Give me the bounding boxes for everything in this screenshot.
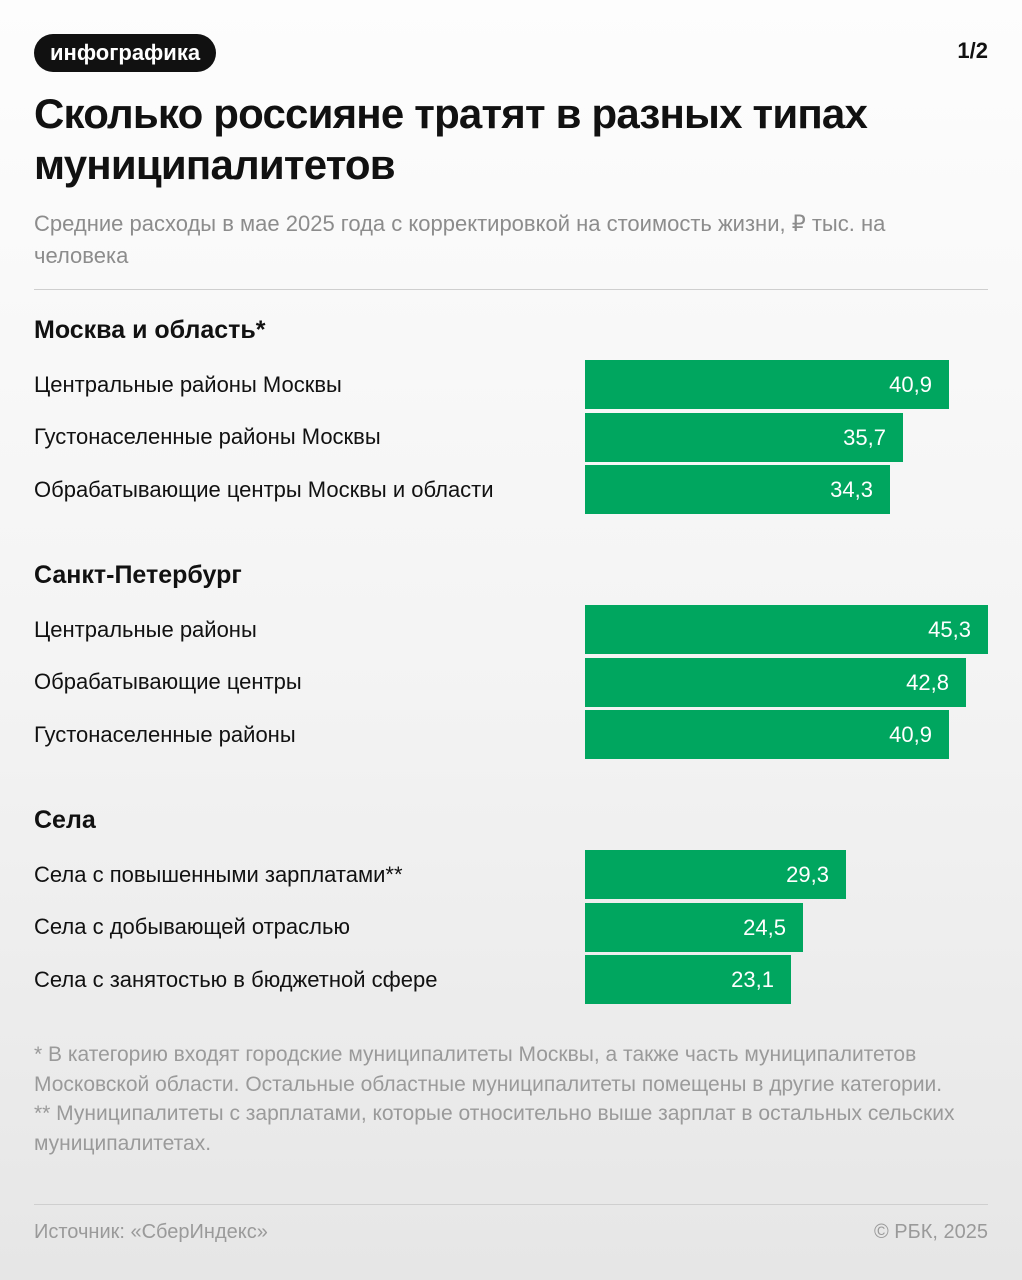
footnote-1: * В категорию входят городские муниципал…	[34, 1043, 943, 1096]
bar	[585, 360, 949, 409]
bar	[585, 850, 846, 899]
category-label: Густонаселенные районы	[34, 721, 296, 747]
bar-value-label: 24,5	[743, 914, 786, 940]
bar-value-label: 34,3	[830, 477, 873, 503]
bar-value-label: 45,3	[928, 617, 971, 642]
bar-value-label: 40,9	[889, 722, 932, 748]
bar	[585, 605, 988, 654]
category-label: Обрабатывающие центры Москвы и области	[34, 476, 494, 502]
bar-value-label: 42,8	[906, 669, 949, 695]
bar-value-label: 40,9	[889, 372, 932, 397]
bar-value-label: 23,1	[731, 967, 774, 993]
bar-value-label: 35,7	[843, 424, 886, 450]
bar	[585, 955, 791, 1005]
bar	[585, 710, 949, 760]
page-counter: 1/2	[957, 38, 988, 63]
category-label: Центральные районы	[34, 616, 257, 642]
footnote-2: ** Муниципалитеты с зарплатами, которые …	[34, 1102, 955, 1155]
category-label: Густонаселенные районы Москвы	[34, 424, 381, 450]
bar-value-label: 29,3	[786, 862, 829, 887]
bar	[585, 657, 966, 707]
bar	[585, 465, 890, 515]
infographic-badge: инфографика	[34, 34, 217, 72]
category-label: Села с занятостью в бюджетной сфере	[34, 966, 438, 992]
category-label: Села с добывающей отраслью	[34, 914, 350, 940]
divider-top	[34, 289, 988, 290]
bar	[585, 902, 803, 952]
chart-title: Сколько россияне тратят в разных типах м…	[34, 90, 868, 188]
copyright-text: © РБК, 2025	[873, 1221, 988, 1243]
group-title: Москва и область*	[34, 316, 266, 344]
bar	[585, 412, 903, 462]
category-label: Обрабатывающие центры	[34, 669, 302, 695]
chart-subtitle: Средние расходы в мае 2025 года с коррек…	[34, 211, 886, 268]
group-title: Санкт-Петербург	[34, 561, 242, 589]
source-text: Источник: «СберИндекс»	[34, 1221, 268, 1243]
group-title: Села	[34, 806, 96, 834]
divider-bottom	[34, 1204, 988, 1205]
category-label: Села с повышенными зарплатами**	[34, 861, 403, 887]
category-label: Центральные районы Москвы	[34, 371, 342, 397]
footnotes: * В категорию входят городские муниципал…	[34, 1040, 984, 1158]
